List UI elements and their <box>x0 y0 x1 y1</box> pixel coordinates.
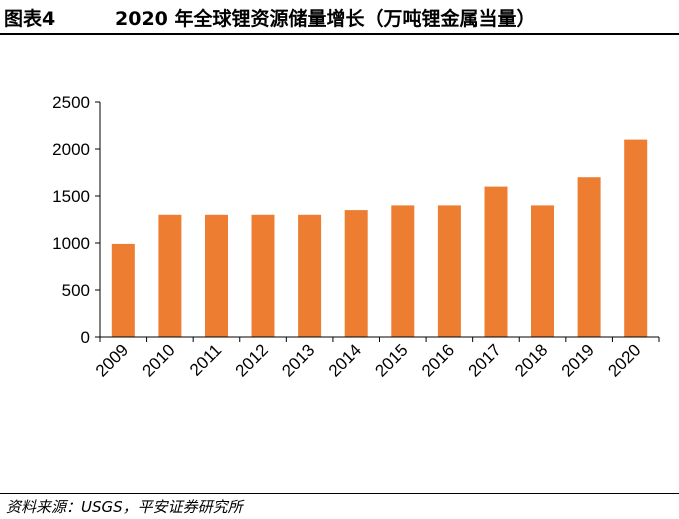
x-tick-label: 2011 <box>186 340 225 379</box>
x-tick-label: 2015 <box>371 340 411 380</box>
bar-2014 <box>344 210 368 337</box>
x-tick-label: 2016 <box>418 340 458 380</box>
bar-2019 <box>577 177 601 337</box>
x-tick-label: 2017 <box>465 340 505 380</box>
x-tick-label: 2014 <box>325 340 365 380</box>
y-tick-label: 2000 <box>52 140 90 159</box>
x-tick-label: 2019 <box>558 340 598 380</box>
bar-2017 <box>484 186 508 337</box>
bar-2020 <box>624 139 648 337</box>
y-tick-label: 500 <box>62 281 90 300</box>
y-axis: 0 500 1000 1500 2000 2500 <box>52 93 101 347</box>
source-note: 资料来源：USGS，平安证券研究所 <box>6 498 243 516</box>
y-tick-label: 1000 <box>52 234 90 253</box>
x-tick-label: 2009 <box>92 340 132 380</box>
bar-2010 <box>158 214 182 337</box>
y-tick-label: 2500 <box>52 93 90 112</box>
bars <box>111 139 648 337</box>
bar-2012 <box>251 214 275 337</box>
x-tick-label: 2010 <box>139 340 179 380</box>
header-rule <box>0 33 679 35</box>
x-tick-label: 2012 <box>232 340 272 380</box>
y-tick-label: 1500 <box>52 187 90 206</box>
bar-2011 <box>205 214 228 337</box>
bar-2015 <box>391 205 415 337</box>
chart-title: 2020 年全球锂资源储量增长（万吨锂金属当量） <box>115 8 536 30</box>
figure-header: 图表4 2020 年全球锂资源储量增长（万吨锂金属当量） <box>0 0 679 35</box>
bar-2016 <box>437 205 461 337</box>
x-tick-label: 2018 <box>511 340 551 380</box>
bar-2009 <box>111 243 135 337</box>
bar-2013 <box>298 214 322 337</box>
footer-rule <box>0 493 679 494</box>
y-tick-label: 0 <box>81 328 90 347</box>
x-tick-label: 2020 <box>604 340 644 380</box>
x-tick-label: 2013 <box>278 340 318 380</box>
x-axis: 2009 2010 2011 2012 2013 2014 2015 2016 2017 2018… <box>92 336 660 381</box>
bar-2018 <box>531 205 554 337</box>
figure-label: 图表4 <box>4 8 56 30</box>
